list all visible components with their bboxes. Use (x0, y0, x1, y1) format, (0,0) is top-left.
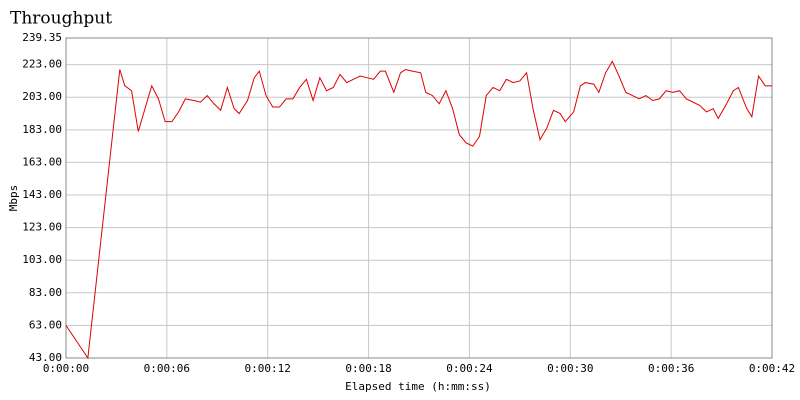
y-tick-label: 163.00 (22, 155, 62, 168)
y-tick-label: 143.00 (22, 188, 62, 201)
x-tick-label: 0:00:12 (245, 362, 291, 375)
y-tick-label: 43.00 (29, 351, 62, 364)
x-tick-label: 0:00:42 (749, 362, 795, 375)
x-tick-label: 0:00:36 (648, 362, 694, 375)
y-tick-label: 103.00 (22, 253, 62, 266)
y-tick-label: 63.00 (29, 318, 62, 331)
x-tick-label: 0:00:18 (345, 362, 391, 375)
x-tick-label: 0:00:24 (446, 362, 493, 375)
y-tick-label: 123.00 (22, 221, 62, 234)
x-axis-label: Elapsed time (h:mm:ss) (345, 380, 491, 393)
plot-border (65, 37, 773, 359)
y-tick-label: 183.00 (22, 123, 62, 136)
y-tick-label: 239.35 (22, 31, 62, 44)
y-tick-label: 83.00 (29, 286, 62, 299)
x-tick-label: 0:00:30 (547, 362, 593, 375)
x-tick-label: 0:00:00 (43, 362, 89, 375)
data-line (65, 60, 772, 360)
y-axis-label: Mbps (7, 185, 20, 212)
y-tick-label: 203.00 (22, 90, 62, 103)
x-tick-label: 0:00:06 (144, 362, 190, 375)
chart-title: Throughput (10, 9, 112, 29)
y-tick-label: 223.00 (22, 58, 62, 71)
